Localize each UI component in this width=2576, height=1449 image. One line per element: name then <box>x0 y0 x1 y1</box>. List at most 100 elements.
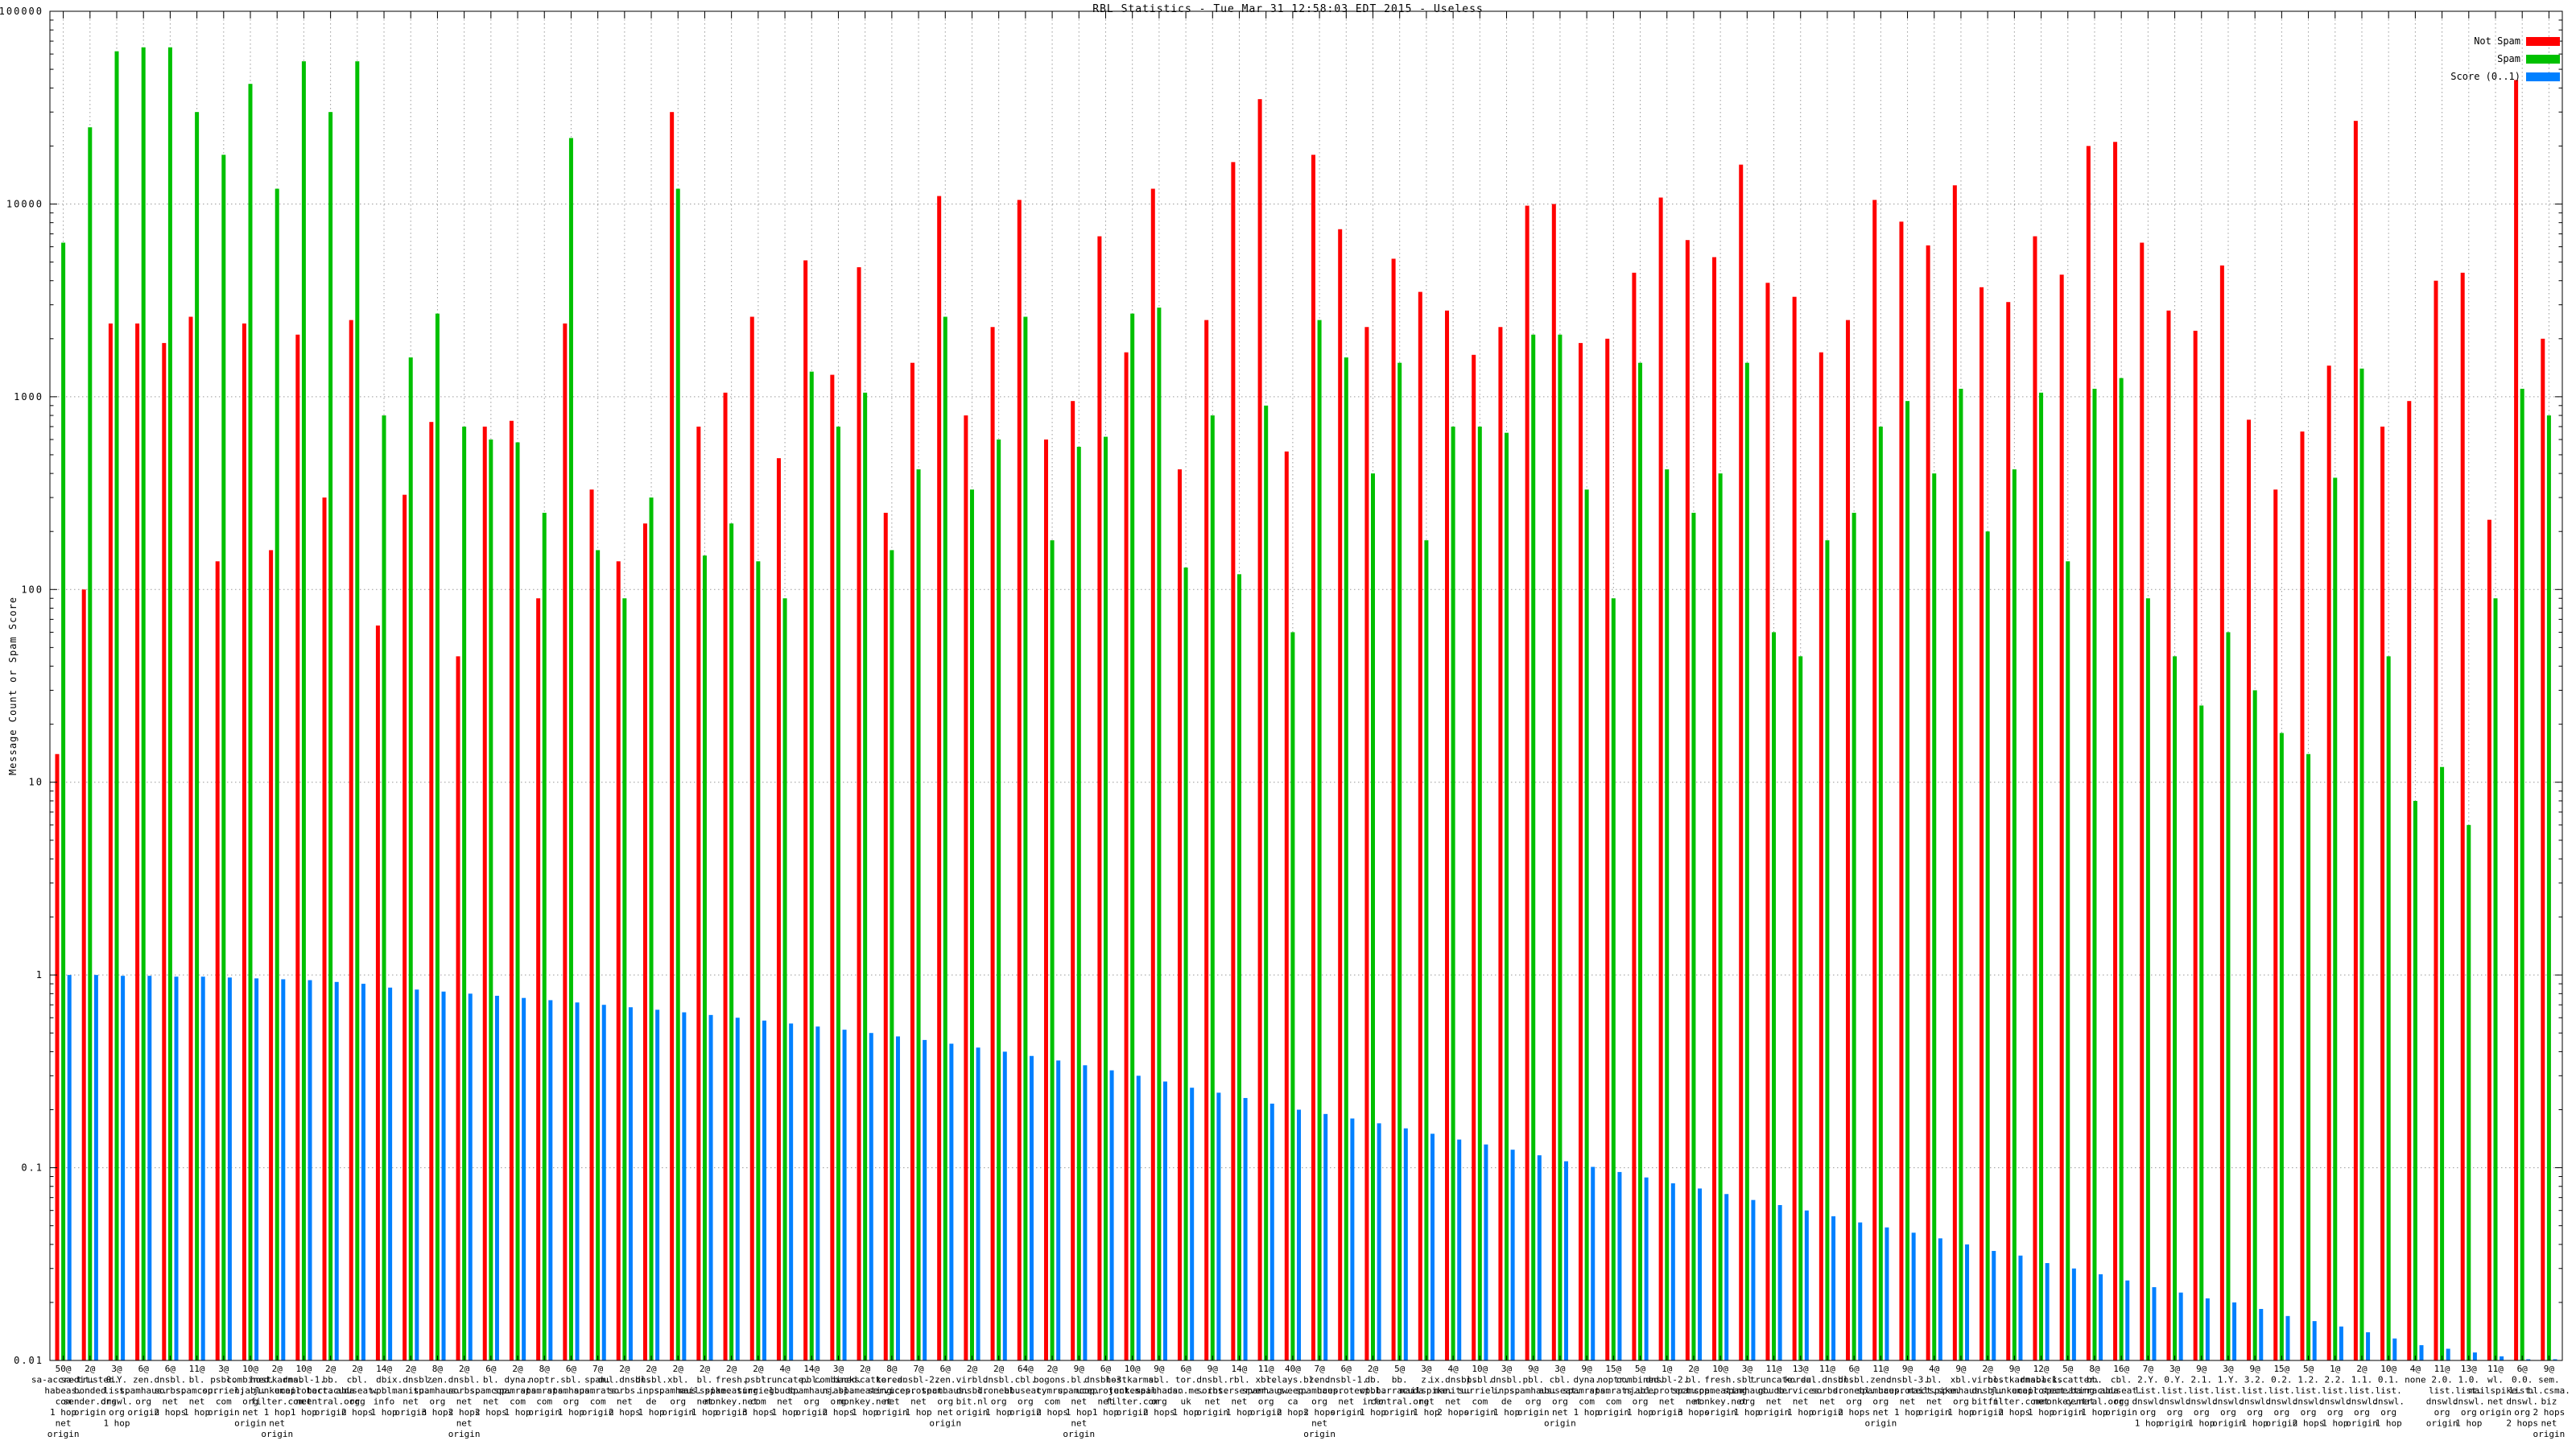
x-category-label: noptr. <box>528 1375 560 1385</box>
notspam-bar <box>563 323 568 1360</box>
x-category-label: 2 hops <box>1838 1407 1870 1418</box>
x-category-label: 16@ <box>2113 1364 2129 1374</box>
x-category-label: 0.2. <box>2271 1375 2293 1385</box>
x-category-label: 2@ <box>1368 1364 1379 1374</box>
score-bar <box>2259 1309 2264 1360</box>
x-category-label: com <box>590 1397 606 1407</box>
x-category-label: 2@ <box>459 1364 470 1374</box>
x-category-label: fresh. <box>716 1375 748 1385</box>
score-bar <box>441 991 446 1360</box>
x-category-label: spamcop. <box>1058 1385 1100 1396</box>
x-category-label: 1@ <box>2330 1364 2341 1374</box>
spam-bar <box>2279 733 2284 1360</box>
spam-bar <box>141 47 146 1360</box>
spam-bar <box>328 112 333 1360</box>
notspam-bar <box>1124 352 1129 1360</box>
x-category-label: 11@ <box>2487 1364 2504 1374</box>
x-category-label: 1 hop <box>985 1407 1012 1418</box>
notspam-bar <box>429 422 434 1361</box>
notspam-bar <box>375 625 380 1360</box>
x-category-label: spamrats. <box>574 1385 622 1396</box>
x-category-label: spameating <box>839 1385 892 1396</box>
x-category-label: net <box>1819 1397 1835 1407</box>
x-category-label: spamhaus. <box>119 1385 167 1396</box>
score-bar <box>415 989 419 1360</box>
x-category-label: 11@ <box>1766 1364 1782 1374</box>
x-category-label: list. <box>103 1385 130 1396</box>
x-category-label: barracuda <box>1376 1385 1424 1396</box>
x-category-label: 0.0. <box>2512 1375 2533 1385</box>
x-category-label: net <box>1926 1397 1942 1407</box>
x-category-label: wl. <box>2487 1375 2504 1385</box>
spam-bar <box>1959 388 1963 1361</box>
score-bar <box>1537 1155 1542 1360</box>
spam-bar <box>88 127 93 1360</box>
x-category-label: dnswl. <box>2346 1397 2378 1407</box>
x-category-label: 9@ <box>2009 1364 2021 1374</box>
spam-bar <box>2252 690 2257 1360</box>
y-tick-label: 0.01 <box>14 1355 43 1366</box>
spam-bar <box>1183 568 1188 1360</box>
spam-bar <box>1611 598 1616 1360</box>
x-category-label: list. <box>2429 1385 2455 1396</box>
x-category-label: org <box>1552 1397 1568 1407</box>
x-category-label: 7@ <box>2143 1364 2154 1374</box>
spam-bar <box>943 316 947 1360</box>
spam-bar <box>1397 362 1402 1361</box>
x-category-label: 1 hop <box>1627 1407 1653 1418</box>
x-category-label: dnsbl-2. <box>1645 1375 1688 1385</box>
spam-bar <box>1665 469 1670 1360</box>
x-category-label: 1 hop <box>1413 1407 1439 1418</box>
x-category-label: 2 hops <box>1437 1407 1469 1418</box>
notspam-bar <box>2407 401 2412 1361</box>
x-category-label: dnsbl. <box>1196 1375 1228 1385</box>
notspam-bar <box>1257 99 1262 1361</box>
x-category-label: spamhaus. <box>1135 1385 1183 1396</box>
x-category-label: org <box>349 1397 365 1407</box>
x-category-label: 2@ <box>646 1364 657 1374</box>
notspam-bar <box>1231 162 1236 1361</box>
spam-bar <box>1050 540 1055 1360</box>
x-category-label: info <box>1362 1397 1384 1407</box>
score-bar <box>2366 1332 2371 1360</box>
notspam-bar <box>402 494 407 1361</box>
x-category-label: sorbs. <box>155 1385 187 1396</box>
x-category-label: inps. <box>1493 1385 1520 1396</box>
notspam-bar <box>749 316 754 1360</box>
x-category-label: 15@ <box>2273 1364 2289 1374</box>
x-category-label: 2@ <box>1046 1364 1058 1374</box>
x-category-label: org <box>1872 1397 1889 1407</box>
x-category-label: org <box>1739 1397 1755 1407</box>
x-category-label: org <box>670 1397 686 1407</box>
score-bar <box>2285 1315 2290 1360</box>
x-category-label: 1 hop <box>2081 1407 2107 1418</box>
notspam-bar <box>990 327 995 1361</box>
spam-bar <box>756 561 761 1360</box>
x-category-label: dnswl. <box>2453 1397 2485 1407</box>
spam-bar <box>2467 824 2471 1360</box>
x-category-label: 7@ <box>592 1364 604 1374</box>
x-category-label: 1 hop <box>50 1407 76 1418</box>
x-category-label: net <box>1793 1397 1809 1407</box>
notspam-bar <box>536 598 541 1360</box>
x-category-label: spamhaus. <box>1242 1385 1290 1396</box>
score-bar <box>1350 1118 1355 1360</box>
x-category-label: spamcop. <box>469 1385 512 1396</box>
x-category-label: dnsbl-1. <box>283 1375 325 1385</box>
notspam-bar <box>2166 310 2171 1361</box>
x-category-label: bl. <box>189 1375 205 1385</box>
x-category-label: 2@ <box>700 1364 711 1374</box>
x-category-label: filter.com <box>250 1397 304 1407</box>
notspam-bar <box>642 523 647 1360</box>
score-bar <box>949 1043 954 1360</box>
x-category-label: zen. <box>133 1375 155 1385</box>
x-category-label: 2@ <box>406 1364 417 1374</box>
x-category-label: net <box>1872 1407 1889 1418</box>
score-bar <box>1136 1075 1141 1360</box>
x-category-label: 5@ <box>1394 1364 1406 1374</box>
score-bar <box>494 995 499 1360</box>
x-category-label: list. <box>2322 1385 2348 1396</box>
x-category-label: 2 hops <box>2533 1407 2566 1418</box>
spam-bar <box>622 598 627 1360</box>
x-category-label: 14@ <box>376 1364 392 1374</box>
